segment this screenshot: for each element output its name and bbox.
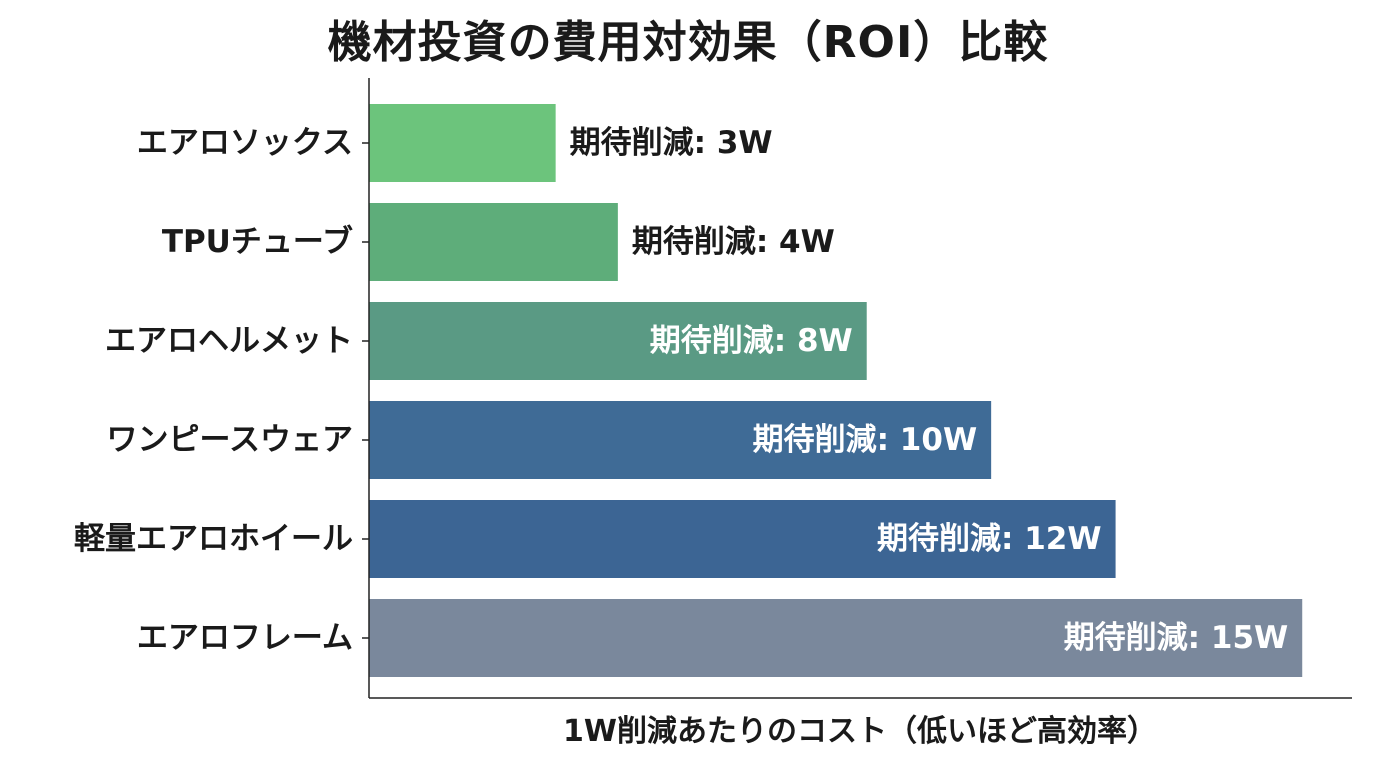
bar-1	[369, 104, 556, 182]
data-label-5: 期待削減: 12W	[877, 521, 1102, 557]
y-tick-label-4: ワンピースウェア	[107, 422, 353, 458]
y-tick-label-2: TPUチューブ	[162, 224, 353, 260]
bar-6	[369, 599, 1303, 677]
data-label-4: 期待削減: 10W	[753, 422, 978, 458]
y-tick-label-3: エアロヘルメット	[105, 323, 353, 359]
bar-5	[369, 500, 1116, 578]
x-axis-label: 1W削減あたりのコスト（低いほど高効率）	[563, 714, 1157, 749]
data-label-1: 期待削減: 3W	[570, 125, 773, 161]
y-tick-label-1: エアロソックス	[137, 125, 353, 161]
data-label-2: 期待削減: 4W	[632, 224, 835, 260]
bar-4	[369, 401, 992, 479]
data-label-3: 期待削減: 8W	[650, 323, 853, 359]
y-tick-label-6: エアロフレーム	[137, 620, 353, 656]
bar-2	[369, 203, 618, 281]
data-label-6: 期待削減: 15W	[1064, 620, 1289, 656]
y-tick-label-5: 軽量エアロホイール	[74, 521, 353, 557]
chart-title: 機材投資の費用対効果（ROI）比較	[327, 17, 1049, 68]
bar-3	[369, 302, 867, 380]
